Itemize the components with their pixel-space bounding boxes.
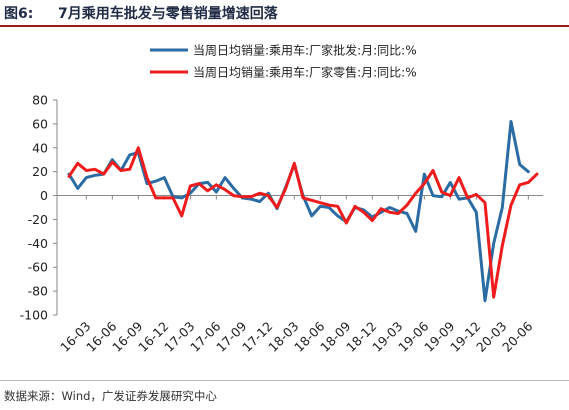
x-axis: 16-0316-0616-0916-1217-0317-0617-0917-12… [57,195,543,355]
figure-label: 图6: [4,6,34,22]
y-tick-label: -60 [28,260,48,275]
legend-label-0: 当周日均销量:乘用车:厂家批发:月:同比:% [193,43,417,58]
y-tick-label: -100 [20,308,48,323]
y-tick-label: 20 [32,164,48,179]
series-line-1 [67,146,539,299]
y-tick-label: 40 [32,140,48,155]
line-chart: 当周日均销量:乘用车:厂家批发:月:同比:% 当周日均销量:乘用车:厂家零售:月:… [20,43,543,355]
x-tick-label: 20-06 [499,318,535,354]
y-tick-label: 0 [40,188,48,203]
source-note: 数据来源：Wind，广发证券发展研究中心 [4,389,217,403]
y-tick-label: -40 [28,236,48,251]
footer-rule [0,380,569,381]
header-rule [0,25,569,27]
y-tick-label: 80 [32,93,48,108]
y-tick-label: -20 [28,212,48,227]
chart-legend: 当周日均销量:乘用车:厂家批发:月:同比:% 当周日均销量:乘用车:厂家零售:月:… [150,43,417,80]
legend-label-1: 当周日均销量:乘用车:厂家零售:月:同比:% [193,65,417,80]
figure-header: 图6: 7月乘用车批发与零售销量增速回落 [0,0,569,27]
y-axis: -100 -80 -60 -40 -20 0 20 40 60 80 [20,93,58,323]
y-tick-label: -80 [28,284,48,299]
y-tick-label: 60 [32,116,48,131]
series-layer [67,120,539,303]
figure-title: 7月乘用车批发与零售销量增速回落 [58,6,278,22]
